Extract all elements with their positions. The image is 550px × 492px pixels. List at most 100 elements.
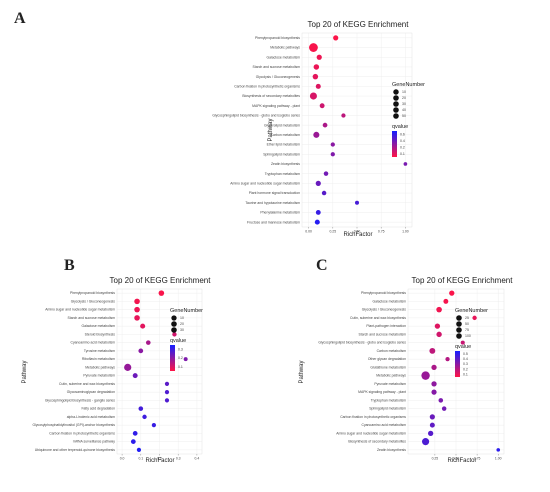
x-tick-label: 0.00 xyxy=(305,230,312,234)
pathway-label: Glycosphingolipid biosynthesis - globo a… xyxy=(318,341,406,345)
pathway-label: Phenylpropanoid biosynthesis xyxy=(70,291,115,295)
pathway-label: Biosynthesis of secondary metabolites xyxy=(348,440,406,444)
legend-color-label: 0.2 xyxy=(400,145,405,149)
pathway-label: Glycosylphosphatidylinositol (GPI)-ancho… xyxy=(32,423,115,427)
pathway-label: MAPK signaling pathway - plant xyxy=(358,390,406,394)
x-tick-label: 0.3 xyxy=(176,457,181,461)
pathway-label: Tryptophan metabolism xyxy=(371,398,406,402)
x-tick-label: 1.00 xyxy=(495,457,502,461)
x-tick-label: 0.25 xyxy=(329,230,336,234)
pathway-label: Cutin, suberine and wax biosynthesis xyxy=(59,382,115,386)
x-axis-label: RichFactor xyxy=(145,458,174,464)
data-point xyxy=(134,298,140,305)
panel-b-letter: B xyxy=(64,257,75,274)
legend-size-dot xyxy=(393,113,399,119)
y-axis-label: Pathway xyxy=(299,360,305,383)
legend-size-label: 30 xyxy=(180,328,184,332)
legend-size-label: 50 xyxy=(402,114,406,118)
legend-size-dot xyxy=(456,327,462,333)
legend-size-dot xyxy=(393,95,399,101)
data-point xyxy=(142,414,147,420)
data-point xyxy=(132,430,138,436)
legend-size-label: 10 xyxy=(402,90,406,94)
data-point xyxy=(138,406,144,411)
data-point xyxy=(309,92,317,100)
legend-color-title: qvalue xyxy=(170,338,186,344)
pathway-label: Glutathione metabolism xyxy=(370,365,406,369)
data-point xyxy=(172,332,177,337)
data-point xyxy=(145,340,151,345)
pathway-label: MAPK signaling pathway - plant xyxy=(252,104,300,108)
legend-color-label: 0.1 xyxy=(178,365,183,369)
x-tick-label: 0.4 xyxy=(195,457,200,461)
pathway-label: Metabolic pathways xyxy=(85,365,115,369)
pathway-label: Glycolysis / Gluconeogenesis xyxy=(362,308,407,312)
x-axis-label: RichFactor xyxy=(343,232,372,238)
legend-size-title: GeneNumber xyxy=(455,308,488,314)
legend-size-dot xyxy=(393,89,399,95)
data-point xyxy=(319,103,325,109)
data-point xyxy=(445,356,450,362)
legend-color-label: 0.2 xyxy=(178,356,183,360)
legend-size-dot xyxy=(171,321,177,327)
pathway-label: Starch and sucrose metabolism xyxy=(68,316,116,320)
pathway-label: Metabolic pathways xyxy=(376,374,406,378)
pathway-label: Amino sugar and nucleotide sugar metabol… xyxy=(45,308,115,312)
pathway-label: Amino sugar and nucleotide sugar metabol… xyxy=(230,181,300,185)
legend-size-label: 20 xyxy=(402,96,406,100)
data-point xyxy=(140,323,146,329)
pathway-label: Fatty acid degradation xyxy=(81,407,115,411)
pathway-label: Zeatin biosynthesis xyxy=(377,448,406,452)
pathway-label: mRNA surveillance pathway xyxy=(73,440,116,444)
pathway-label: Tyrosine metabolism xyxy=(84,349,115,353)
data-point xyxy=(429,422,435,428)
legend-color-label: 0.3 xyxy=(463,362,468,366)
data-point xyxy=(315,210,321,215)
pathway-label: Phenylalanine metabolism xyxy=(260,211,300,215)
data-point xyxy=(134,315,140,321)
data-point xyxy=(431,364,437,371)
data-point xyxy=(164,398,170,403)
legend-colorbar xyxy=(455,351,460,377)
legend-size-dot xyxy=(456,315,462,321)
data-point xyxy=(431,381,437,387)
data-point xyxy=(429,347,436,354)
panel-c-letter: C xyxy=(316,257,328,274)
data-point xyxy=(321,190,327,196)
pathway-label: Cyanoamino acid metabolism xyxy=(362,423,407,427)
legend-color-label: 0.6 xyxy=(400,132,405,136)
legend-size-title: GeneNumber xyxy=(170,308,203,314)
data-point xyxy=(330,142,335,147)
pathway-label: Glycosphingolipid biosynthesis - ganglio… xyxy=(45,398,115,402)
pathway-label: Carbon fixation in photosynthetic organi… xyxy=(234,84,300,88)
pathway-label: Carbon metabolism xyxy=(377,349,407,353)
chart-title: Top 20 of KEGG Enrichment xyxy=(110,276,212,285)
legend-color-label: 0.2 xyxy=(463,367,468,371)
data-point xyxy=(434,323,441,329)
pathway-label: Glycosaminoglycan degradation xyxy=(67,390,115,394)
pathway-label: Fructose and mannose metabolism xyxy=(247,220,300,224)
data-point xyxy=(136,447,142,452)
legend-colorbar xyxy=(170,345,175,371)
legend-size-label: 20 xyxy=(180,322,184,326)
data-point xyxy=(428,430,434,437)
data-point xyxy=(421,371,430,380)
data-point xyxy=(183,357,188,362)
pathway-label: Glycerolipid metabolism xyxy=(264,123,300,127)
data-point xyxy=(422,438,430,446)
pathway-label: Starch and sucrose metabolism xyxy=(253,65,301,69)
data-point xyxy=(472,315,477,321)
data-point xyxy=(138,348,144,354)
y-axis-label: Pathway xyxy=(268,118,274,141)
data-point xyxy=(330,152,335,157)
legend-color-label: 0.4 xyxy=(400,139,405,143)
data-point xyxy=(151,423,156,428)
data-point xyxy=(449,290,455,296)
data-point xyxy=(403,162,408,166)
data-point xyxy=(496,448,501,452)
data-point xyxy=(438,398,444,403)
data-point xyxy=(134,306,140,313)
x-axis-label: RichFactor xyxy=(447,458,476,464)
x-tick-label: 0.50 xyxy=(354,230,361,234)
